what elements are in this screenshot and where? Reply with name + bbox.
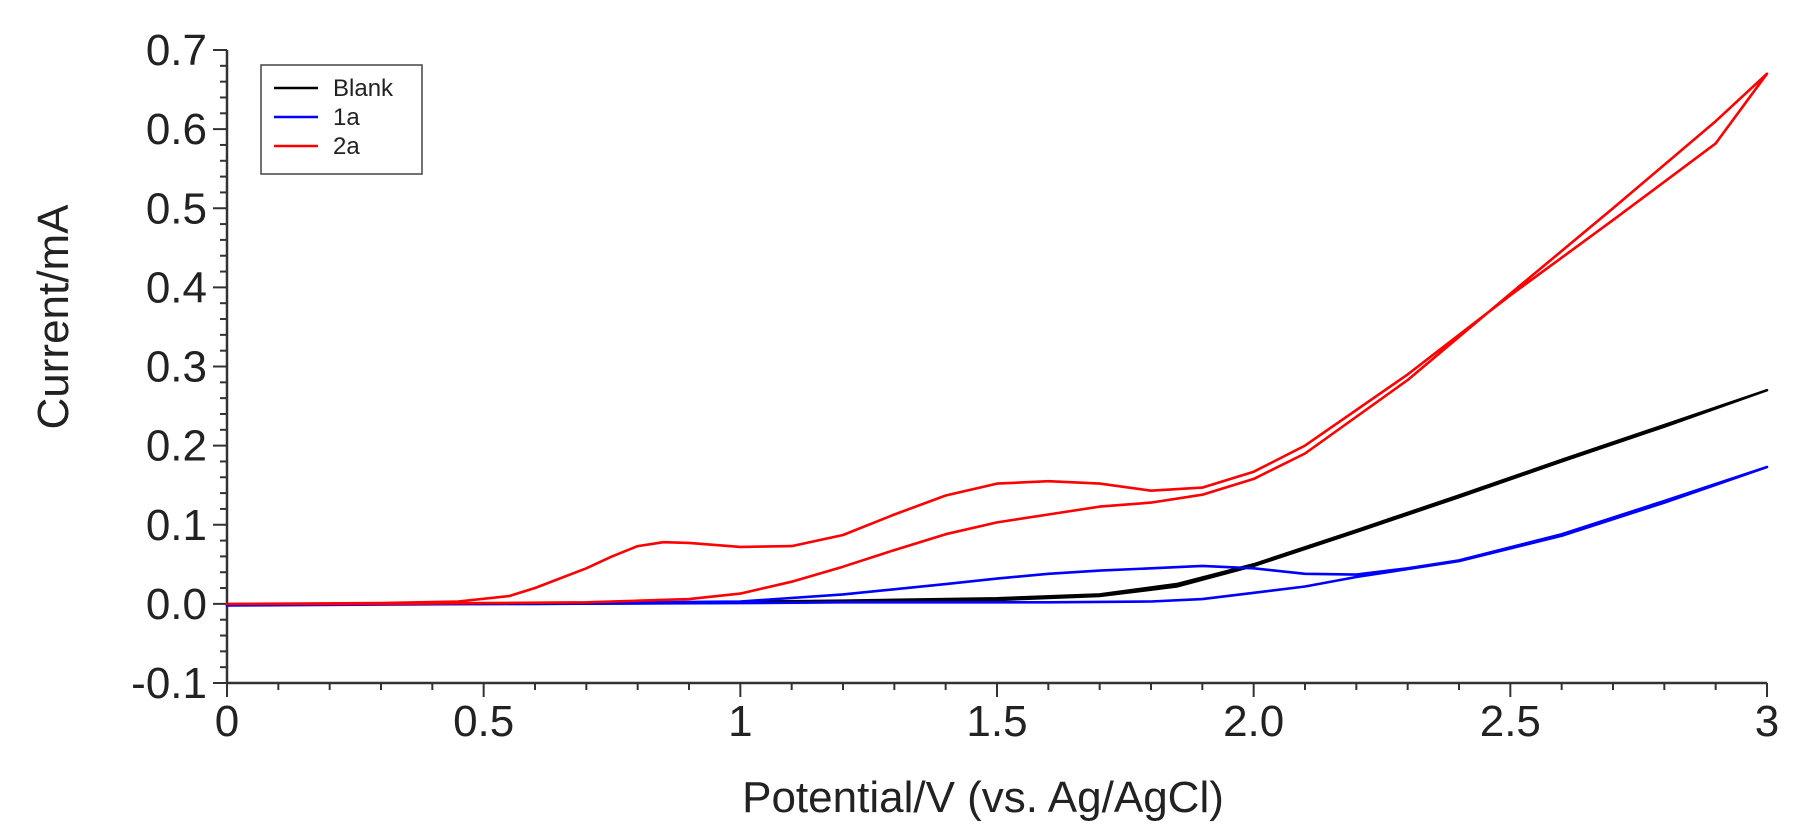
- y-tick-label: 0.1: [146, 501, 207, 550]
- y-tick-label: -0.1: [131, 659, 207, 708]
- x-axis-title: Potential/V (vs. Ag/AgCl): [742, 773, 1224, 822]
- series-line-blank: [395, 388, 1769, 606]
- x-tick-labels: 0 0.5 1 1.5 2.0 2.5 3: [215, 697, 1779, 746]
- legend-label: 1a: [333, 104, 360, 131]
- y-tick-label: 0.7: [146, 26, 207, 75]
- axes: [213, 49, 1768, 697]
- x-tick-label: 2.5: [1480, 697, 1541, 746]
- series-layer: [225, 72, 1769, 607]
- series-line-1a: [225, 465, 1769, 607]
- x-tick-label: 0: [215, 697, 239, 746]
- x-tick-label: 2.0: [1223, 697, 1284, 746]
- y-axis-title: Current/mA: [29, 204, 78, 430]
- y-tick-label: 0.3: [146, 343, 207, 392]
- series-line-2a: [225, 72, 1769, 606]
- y-tick-label: 0.5: [146, 184, 207, 233]
- y-tick-labels: -0.1 0.0 0.1 0.2 0.3 0.4 0.5 0.6 0.7: [131, 26, 207, 708]
- x-tick-label: 0.5: [453, 697, 514, 746]
- y-tick-label: 0.0: [146, 580, 207, 629]
- x-tick-label: 1: [728, 697, 752, 746]
- y-tick-label: 0.4: [146, 263, 207, 312]
- legend-label: Blank: [333, 75, 394, 102]
- legend-label: 2a: [333, 133, 360, 160]
- y-tick-label: 0.6: [146, 105, 207, 154]
- x-tick-label: 1.5: [966, 697, 1027, 746]
- y-tick-label: 0.2: [146, 422, 207, 471]
- x-tick-label: 3: [1755, 697, 1779, 746]
- legend-box: [260, 64, 423, 175]
